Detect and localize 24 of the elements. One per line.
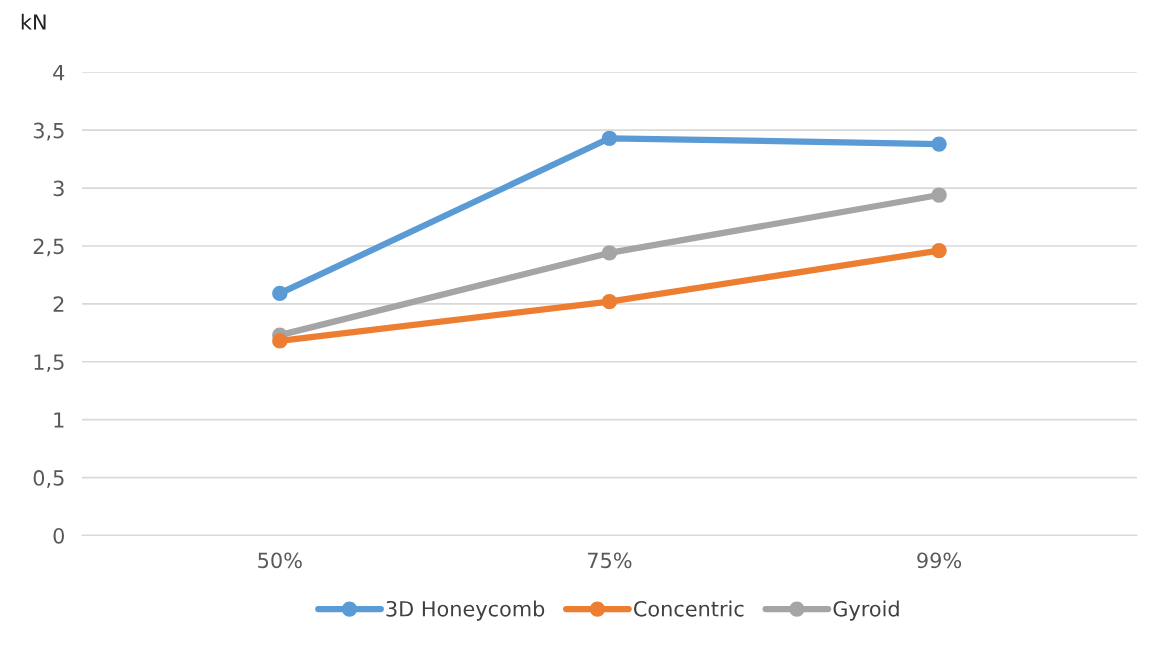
point [601,130,618,146]
y-tick-label: 4 [53,65,65,81]
y-tick-label: 1 [54,412,64,428]
point [272,285,288,302]
point [931,187,947,203]
legend-label: Gyroid [833,600,899,621]
point [931,242,947,259]
x-tick-label: 75% [588,552,632,569]
y-tick-label: 3 [53,180,64,197]
point [601,245,618,261]
y-tick-label: 0,5 [33,470,64,488]
y-tick-label: 2,5 [33,238,64,257]
y-tick-label: 0 [53,527,64,544]
x-tick-label: 99% [917,552,962,569]
y-tick-label: 3,5 [33,122,64,141]
legend-label: Concentric [634,600,744,617]
point [272,333,288,349]
y-axis-title: kN [21,13,46,30]
point [601,293,618,310]
x-tick-label: 50% [258,552,302,569]
legend-label: 3D Honeycomb [386,600,545,621]
y-tick-label: 1,5 [34,354,64,373]
point [931,136,947,152]
y-tick-label: 2 [53,296,64,312]
